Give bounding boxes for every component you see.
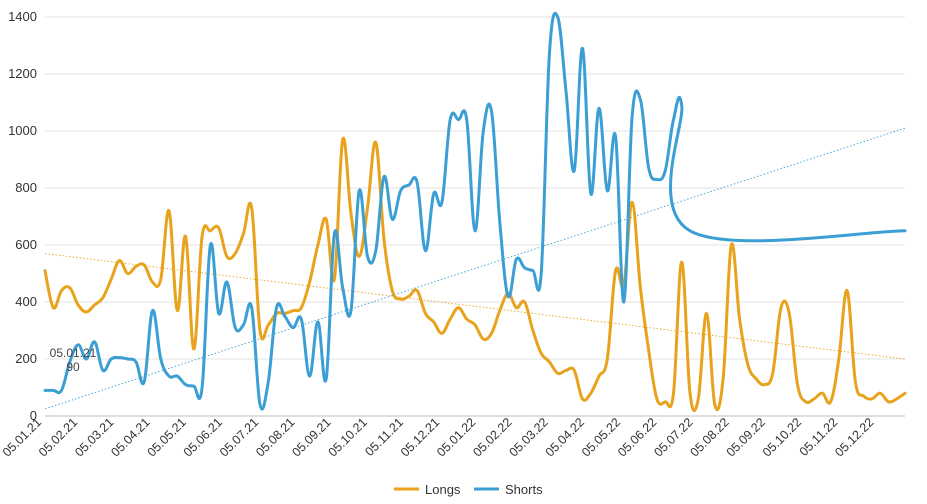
trendline-shorts-trend <box>44 127 906 410</box>
gridlines <box>45 16 905 417</box>
annotation-date: 05.01.21 <box>50 346 97 360</box>
series-line-shorts <box>43 11 907 411</box>
y-tick-label: 800 <box>15 180 37 195</box>
annotation-value: 90 <box>66 360 80 374</box>
y-tick-label: 1000 <box>8 123 37 138</box>
y-tick-label: 400 <box>15 294 37 309</box>
legend-label-shorts: Shorts <box>505 482 543 497</box>
y-tick-label: 600 <box>15 237 37 252</box>
series-line-longs <box>43 136 907 413</box>
series-lines <box>43 11 907 413</box>
legend-label-longs: Longs <box>425 482 461 497</box>
y-tick-label: 200 <box>15 351 37 366</box>
legend: Longs Shorts <box>394 482 543 497</box>
y-tick-label: 1200 <box>8 66 37 81</box>
y-tick-label: 1400 <box>8 9 37 24</box>
y-tick-label: 0 <box>30 408 37 423</box>
y-axis-ticks: 0 200 400 600 800 1000 1200 1400 <box>8 9 37 423</box>
